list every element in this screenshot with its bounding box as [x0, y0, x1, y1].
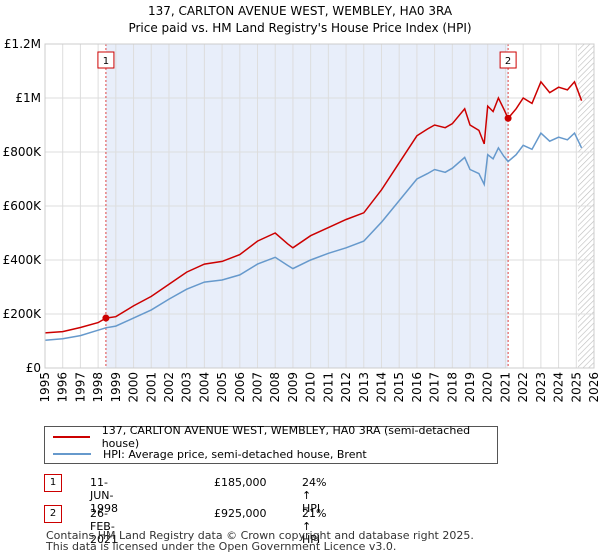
footer: Contains HM Land Registry data © Crown c… [46, 530, 474, 552]
sale-label-box-1 [97, 51, 115, 69]
x-tick-label: 2011 [321, 372, 335, 403]
plot-frame [44, 43, 595, 369]
sale-hpi-2: 21% ↑ HPI [302, 507, 327, 546]
sale-point-1 [102, 314, 110, 322]
x-tick-label: 2000 [127, 372, 141, 403]
sale-label-2: 2 [505, 56, 511, 67]
x-tick-label: 1997 [73, 372, 87, 403]
x-tick-label: 2013 [357, 372, 371, 403]
x-tick-label: 2025 [569, 372, 583, 403]
legend-label-property: 137, CARLTON AVENUE WEST, WEMBLEY, HA0 3… [101, 424, 471, 450]
x-tick-label: 2010 [304, 372, 318, 403]
x-tick-label: 2022 [516, 372, 530, 403]
y-tick-label: £0 [26, 361, 41, 375]
x-tick-label: 2014 [374, 372, 388, 403]
x-tick-label: 1998 [91, 372, 105, 403]
y-tick-label: £800K [3, 145, 43, 159]
footer-copyright: Contains HM Land Registry data © Crown c… [46, 529, 474, 542]
x-tick-label: 1995 [38, 372, 52, 403]
chart-subtitle: Price paid vs. HM Land Registry's House … [128, 21, 471, 35]
sale-point-2 [504, 114, 512, 122]
x-tick-label: 2005 [215, 372, 229, 403]
series-line-property [44, 80, 583, 334]
price-chart: 137, CARLTON AVENUE WEST, WEMBLEY, HA0 3… [3, 4, 600, 403]
y-tick-label: £1M [15, 91, 41, 105]
x-tick-label: 2020 [481, 372, 495, 403]
y-tick-label: £400K [3, 253, 43, 267]
x-tick-label: 2001 [144, 372, 158, 403]
sale-label-1: 1 [103, 56, 109, 67]
x-tick-label: 2004 [197, 372, 211, 403]
sale-label-box-2 [499, 51, 517, 69]
footer-licence: This data is licensed under the Open Gov… [46, 540, 397, 553]
x-tick-label: 2017 [428, 372, 442, 403]
sale-date-1: 11-JUN-1998 [90, 476, 118, 515]
x-tick-label: 2018 [445, 372, 459, 403]
sale-price-1: £185,000 [214, 476, 267, 489]
x-tick-label: 2006 [233, 372, 247, 403]
legend-swatch-hpi [53, 453, 91, 455]
x-tick-label: 2008 [268, 372, 282, 403]
x-tick-label: 1996 [56, 372, 70, 403]
x-tick-label: 2009 [286, 372, 300, 403]
sale-badge-1: 1 [44, 474, 62, 492]
legend-swatch-property [53, 436, 90, 438]
y-tick-label: £1.2M [4, 37, 41, 51]
y-tick-label: £200K [3, 307, 43, 321]
sale-hpi-1: 24% ↑ HPI [302, 476, 327, 515]
series-line-hpi [44, 131, 583, 341]
x-tick-label: 2003 [180, 372, 194, 403]
x-tick-label: 2019 [463, 372, 477, 403]
x-tick-label: 2024 [552, 372, 566, 403]
legend: 137, CARLTON AVENUE WEST, WEMBLEY, HA0 3… [44, 424, 498, 464]
x-tick-label: 2021 [498, 372, 512, 403]
sale-price-2: £925,000 [214, 507, 267, 520]
sale-date-2: 26-FEB-2021 [90, 507, 118, 546]
y-tick-label: £600K [3, 199, 43, 213]
chart-title: 137, CARLTON AVENUE WEST, WEMBLEY, HA0 3… [148, 4, 453, 18]
x-tick-label: 2016 [410, 372, 424, 403]
x-tick-label: 2015 [392, 372, 406, 403]
legend-label-hpi: HPI: Average price, semi-detached house,… [103, 447, 367, 461]
sale-badge-2: 2 [44, 505, 62, 523]
x-tick-label: 2012 [339, 372, 353, 403]
legend-item-property: 137, CARLTON AVENUE WEST, WEMBLEY, HA0 3… [53, 424, 497, 450]
x-tick-label: 2007 [251, 372, 265, 403]
x-tick-label: 2026 [587, 372, 600, 403]
x-tick-label: 2002 [162, 372, 176, 403]
legend-item-hpi: HPI: Average price, semi-detached house,… [53, 446, 367, 462]
x-tick-label: 2023 [534, 372, 548, 403]
x-tick-label: 1999 [109, 372, 123, 403]
